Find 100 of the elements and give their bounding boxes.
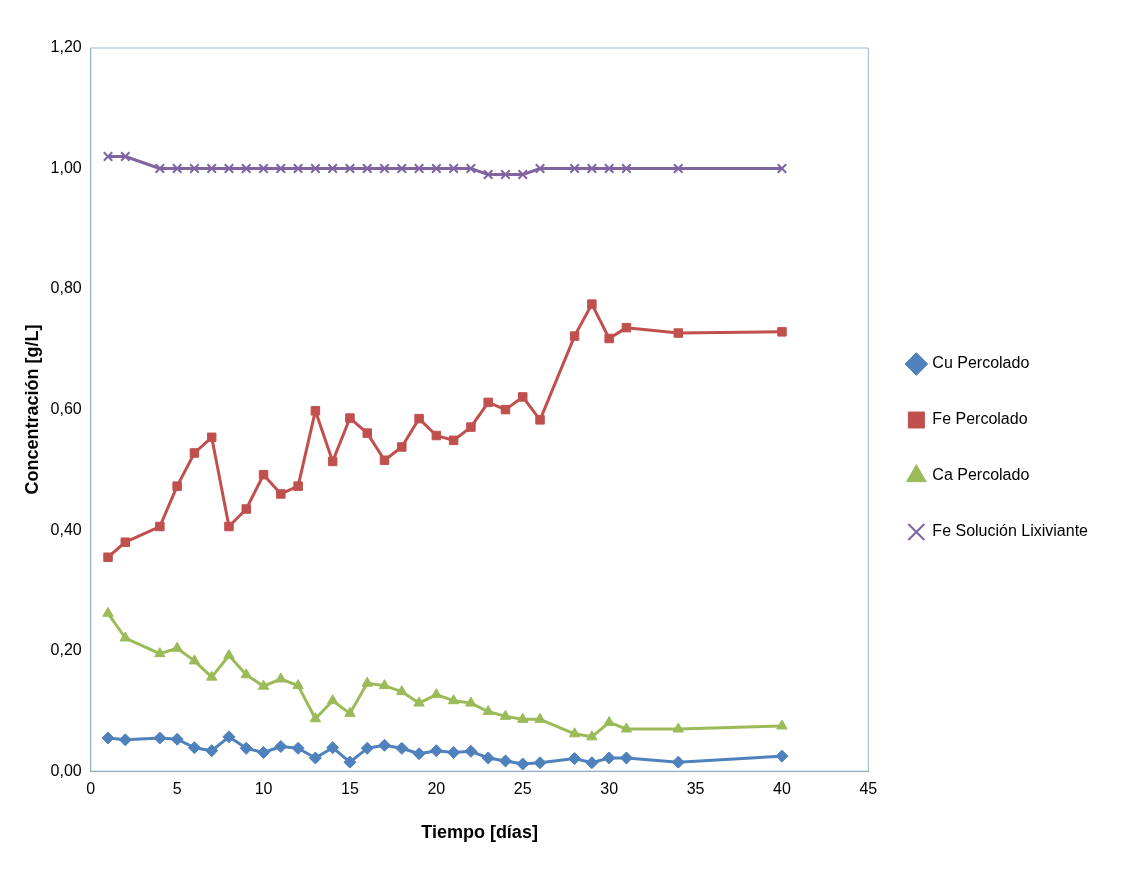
point bbox=[378, 738, 392, 752]
point bbox=[430, 688, 443, 699]
point bbox=[241, 163, 252, 174]
point bbox=[275, 163, 287, 174]
point bbox=[239, 741, 253, 755]
point bbox=[396, 685, 408, 696]
point bbox=[276, 489, 286, 499]
point bbox=[516, 757, 530, 771]
y-tick-label: 0,00 bbox=[50, 761, 82, 779]
point bbox=[343, 755, 357, 769]
point bbox=[518, 392, 528, 402]
point bbox=[153, 731, 167, 745]
point bbox=[187, 741, 201, 755]
point bbox=[413, 163, 425, 174]
point bbox=[172, 481, 182, 491]
y-tick-label: 0,80 bbox=[50, 279, 82, 297]
point bbox=[206, 432, 217, 443]
x-tick-label: 5 bbox=[172, 780, 182, 798]
point bbox=[189, 448, 200, 458]
point bbox=[483, 397, 493, 408]
point bbox=[466, 422, 476, 432]
x-axis-title: Tiempo [días] bbox=[421, 822, 538, 843]
point bbox=[534, 712, 546, 723]
x-tick-label: 25 bbox=[513, 780, 532, 798]
point bbox=[240, 668, 252, 679]
point bbox=[102, 151, 114, 162]
point bbox=[224, 521, 234, 532]
point bbox=[621, 322, 632, 333]
point bbox=[395, 741, 409, 755]
point bbox=[206, 163, 217, 174]
x-tick-label: 35 bbox=[686, 780, 705, 798]
point bbox=[327, 456, 338, 467]
y-tick-label: 1,00 bbox=[50, 158, 82, 176]
point bbox=[292, 163, 304, 174]
x-tick-label: 15 bbox=[341, 780, 359, 798]
point bbox=[361, 163, 373, 174]
point bbox=[170, 732, 184, 746]
point bbox=[465, 163, 477, 174]
point bbox=[776, 163, 788, 174]
legend-label: Fe Percolado bbox=[932, 410, 1028, 428]
point bbox=[568, 727, 581, 738]
y-axis-title: Concentración [g/L] bbox=[21, 324, 42, 495]
point bbox=[603, 163, 615, 174]
x-tick-label: 10 bbox=[254, 780, 273, 798]
point bbox=[120, 151, 131, 162]
point bbox=[275, 672, 287, 683]
point bbox=[206, 670, 218, 681]
point bbox=[119, 631, 131, 642]
point bbox=[258, 163, 269, 174]
point bbox=[154, 163, 166, 174]
point bbox=[396, 163, 408, 174]
point bbox=[602, 751, 616, 765]
point bbox=[258, 469, 269, 480]
point bbox=[397, 442, 407, 452]
point bbox=[586, 163, 598, 174]
point bbox=[360, 741, 374, 755]
legend-label: Ca Percolado bbox=[932, 466, 1030, 484]
point bbox=[120, 537, 131, 547]
x-tick-label: 40 bbox=[773, 780, 791, 798]
point bbox=[257, 679, 270, 690]
x-tick-label: 30 bbox=[600, 780, 619, 798]
x-tick-label: 20 bbox=[427, 780, 446, 798]
point bbox=[361, 676, 373, 687]
point bbox=[431, 430, 442, 441]
point bbox=[310, 163, 321, 174]
point bbox=[344, 163, 356, 174]
point bbox=[776, 719, 788, 730]
point bbox=[621, 163, 632, 174]
point bbox=[535, 415, 545, 425]
point bbox=[482, 705, 494, 716]
point bbox=[533, 756, 547, 770]
point bbox=[447, 746, 461, 760]
point bbox=[447, 694, 460, 705]
point bbox=[310, 406, 321, 416]
point bbox=[534, 163, 546, 174]
point bbox=[500, 169, 511, 180]
point bbox=[257, 746, 271, 760]
y-tick-label: 0,20 bbox=[50, 641, 82, 659]
x-tick-label: 0 bbox=[86, 780, 96, 798]
point bbox=[673, 163, 684, 174]
point bbox=[118, 733, 132, 747]
point bbox=[413, 696, 425, 707]
point bbox=[569, 331, 580, 341]
point bbox=[101, 731, 115, 745]
legend-label: Cu Percolado bbox=[932, 354, 1030, 372]
point bbox=[464, 744, 478, 758]
point bbox=[517, 169, 528, 180]
point bbox=[500, 404, 511, 415]
legend-label: Fe Solución Lixiviante bbox=[932, 522, 1089, 540]
point bbox=[603, 715, 615, 726]
point bbox=[431, 163, 442, 174]
point bbox=[777, 327, 787, 337]
point bbox=[499, 709, 512, 720]
point bbox=[620, 722, 633, 733]
point bbox=[327, 163, 338, 174]
point bbox=[309, 712, 322, 723]
point bbox=[379, 163, 390, 174]
point bbox=[292, 679, 304, 690]
point bbox=[223, 163, 235, 174]
point bbox=[671, 755, 685, 769]
